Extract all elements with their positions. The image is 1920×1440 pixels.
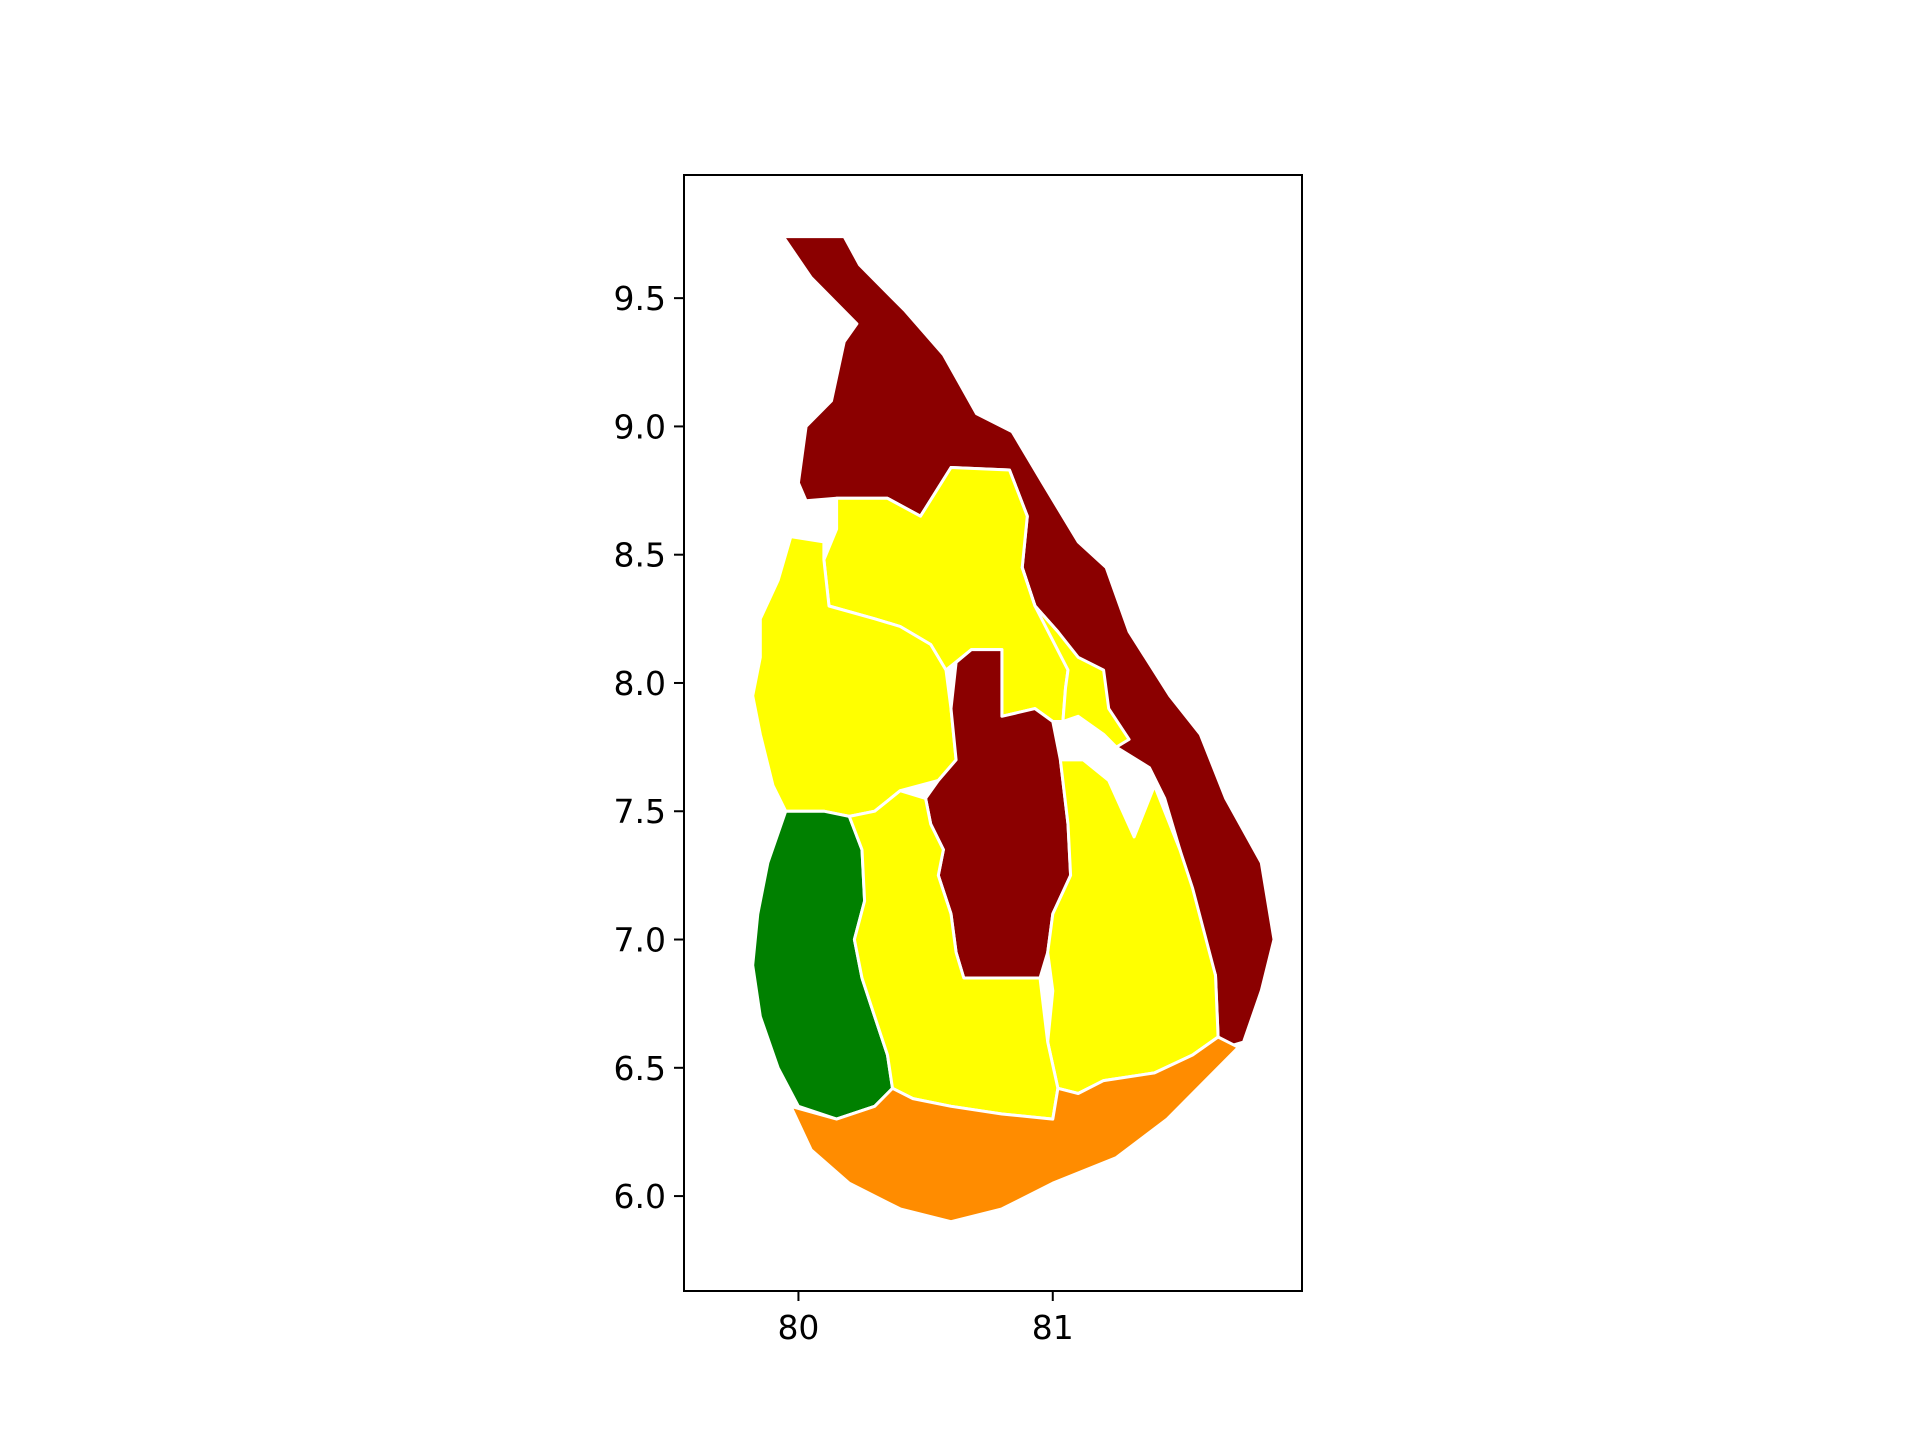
- y-tick-label: 8.0: [614, 664, 666, 703]
- region-southern: [789, 1035, 1240, 1224]
- y-tick-label: 6.5: [614, 1049, 666, 1088]
- region-eastern-yellow-strip: [1020, 566, 1131, 749]
- axes-frame-rect: [683, 174, 1303, 1292]
- x-axis-ticks: 80 81: [777, 1291, 1074, 1347]
- y-axis-ticks: 6.0 6.5 7.0 7.5 8.0 8.5 9.0 9.5: [614, 279, 684, 1216]
- y-tick-label: 7.0: [614, 921, 666, 960]
- axes-frame: [683, 174, 1303, 1292]
- regions-layer: [751, 235, 1276, 1224]
- x-tick-label: 81: [1032, 1308, 1074, 1347]
- x-tick-label: 80: [777, 1308, 819, 1347]
- y-tick-label: 9.0: [614, 407, 666, 446]
- y-tick-label: 8.5: [614, 536, 666, 575]
- y-tick-label: 6.0: [614, 1177, 666, 1216]
- region-sabaragamuwa: [847, 789, 1060, 1121]
- y-tick-label: 7.5: [614, 792, 666, 831]
- y-tick-label: 9.5: [614, 279, 666, 318]
